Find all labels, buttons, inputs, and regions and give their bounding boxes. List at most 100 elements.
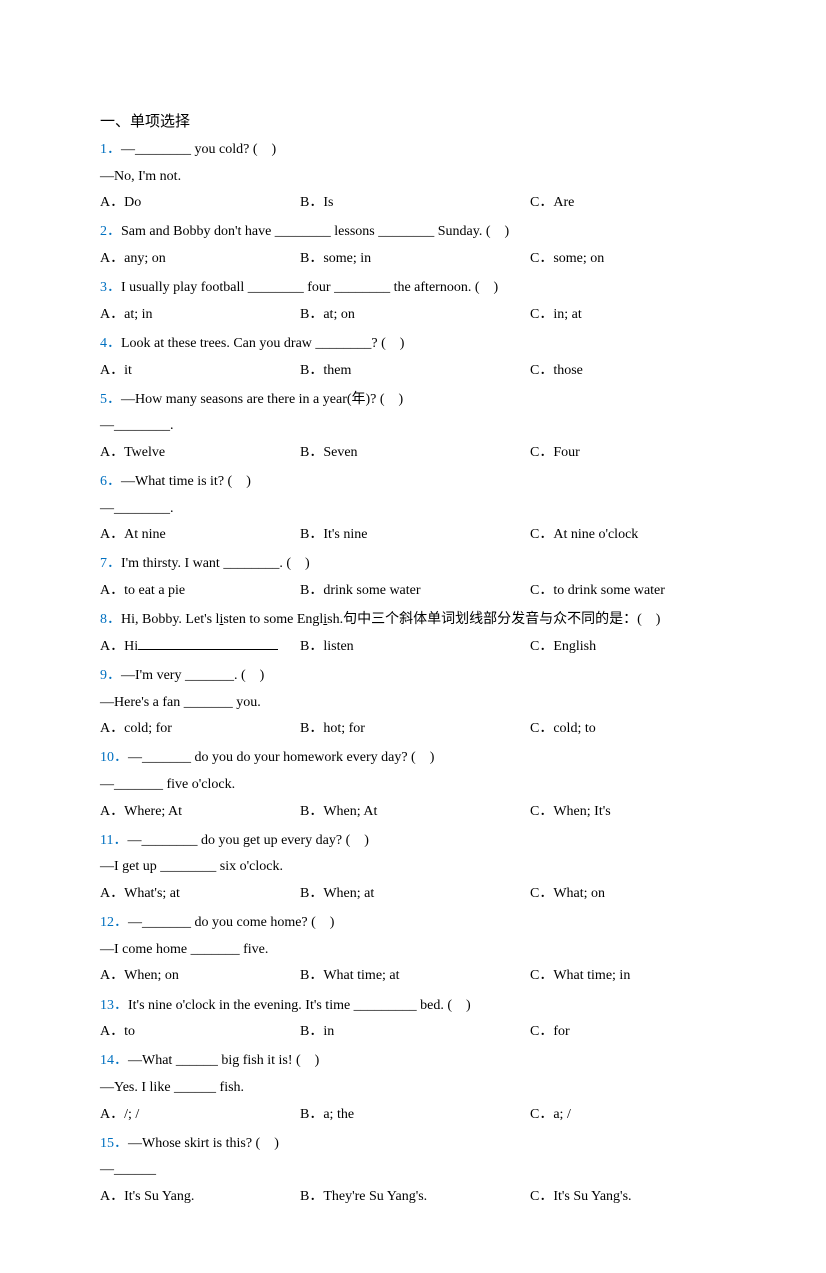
option-c: C．It's Su Yang's. — [530, 1184, 632, 1209]
question-followup: —Here's a fan _______ you. — [100, 690, 726, 717]
question-number: 5． — [100, 392, 121, 407]
question-text: —What time is it? ( ) — [121, 474, 251, 489]
option-b: B．It's nine — [300, 522, 530, 547]
question-followup: —I get up ________ six o'clock. — [100, 854, 726, 881]
question-text: —________ do you get up every day? ( ) — [127, 833, 368, 848]
option-a: A．Hi — [100, 634, 300, 659]
question-number: 8． — [100, 612, 121, 627]
question-line: 13．It's nine o'clock in the evening. It'… — [100, 993, 726, 1020]
option-a: A．to — [100, 1019, 300, 1044]
question-number: 2． — [100, 224, 121, 239]
option-c: C．At nine o'clock — [530, 522, 638, 547]
question-text: It's nine o'clock in the evening. It's t… — [128, 998, 471, 1013]
question-number: 7． — [100, 556, 121, 571]
option-b: B．hot; for — [300, 716, 530, 741]
question-text: —_______ do you come home? ( ) — [128, 915, 334, 930]
option-b: B．What time; at — [300, 963, 530, 988]
question-number: 3． — [100, 280, 121, 295]
option-a: A．it — [100, 358, 300, 383]
option-b: B．in — [300, 1019, 530, 1044]
question-line: 1．—________ you cold? ( ) — [100, 137, 726, 164]
option-a: A．/; / — [100, 1102, 300, 1127]
option-b: B．at; on — [300, 302, 530, 327]
options-row: A．It's Su Yang.B．They're Su Yang's.C．It'… — [100, 1184, 726, 1209]
question-number: 1． — [100, 142, 121, 157]
option-b: B．When; at — [300, 881, 530, 906]
option-c: C．those — [530, 358, 583, 383]
question: 9．—I'm very _______. ( )—Here's a fan __… — [100, 663, 726, 741]
question-followup: —No, I'm not. — [100, 164, 726, 191]
question-line: 15．—Whose skirt is this? ( ) — [100, 1131, 726, 1158]
question-text: —Whose skirt is this? ( ) — [128, 1136, 279, 1151]
question-number: 14． — [100, 1053, 128, 1068]
question-number: 11． — [100, 833, 127, 848]
question: 8．Hi, Bobby. Let's listen to some Englis… — [100, 607, 726, 659]
option-a: A．What's; at — [100, 881, 300, 906]
question-number: 10． — [100, 750, 128, 765]
option-a: A．At nine — [100, 522, 300, 547]
question-line: 9．—I'm very _______. ( ) — [100, 663, 726, 690]
options-row: A．HiB．listenC．English — [100, 634, 726, 659]
question: 15．—Whose skirt is this? ( )—______A．It'… — [100, 1131, 726, 1209]
question-line: 10．—_______ do you do your homework ever… — [100, 745, 726, 772]
question-number: 12． — [100, 915, 128, 930]
question: 4．Look at these trees. Can you draw ____… — [100, 331, 726, 383]
question: 6．—What time is it? ( )—________.A．At ni… — [100, 469, 726, 547]
option-b: B．some; in — [300, 246, 530, 271]
question-line: 6．—What time is it? ( ) — [100, 469, 726, 496]
question-line: 5．—How many seasons are there in a year(… — [100, 387, 726, 414]
option-a: A．When; on — [100, 963, 300, 988]
option-a: A．to eat a pie — [100, 578, 300, 603]
question-number: 9． — [100, 668, 121, 683]
question-line: 14．—What ______ big fish it is! ( ) — [100, 1048, 726, 1075]
option-c: C．English — [530, 634, 596, 659]
question: 5．—How many seasons are there in a year(… — [100, 387, 726, 465]
option-b: B．Is — [300, 190, 530, 215]
options-row: A．toB．inC．for — [100, 1019, 726, 1044]
option-c: C．Four — [530, 440, 580, 465]
question-line: 8．Hi, Bobby. Let's listen to some Englis… — [100, 607, 726, 634]
question-text: —I'm very _______. ( ) — [121, 668, 264, 683]
worksheet-page: 一、单项选择 1．—________ you cold? ( )—No, I'm… — [0, 0, 826, 1273]
question: 1．—________ you cold? ( )—No, I'm not.A．… — [100, 137, 726, 215]
option-c: C．What time; in — [530, 963, 630, 988]
option-b: B．They're Su Yang's. — [300, 1184, 530, 1209]
question-text: I'm thirsty. I want ________. ( ) — [121, 556, 310, 571]
options-row: A．at; inB．at; onC．in; at — [100, 302, 726, 327]
option-a: A．Where; At — [100, 799, 300, 824]
option-a: A．any; on — [100, 246, 300, 271]
question-followup: —________. — [100, 413, 726, 440]
questions-container: 1．—________ you cold? ( )—No, I'm not.A．… — [100, 137, 726, 1209]
question-text: —What ______ big fish it is! ( ) — [128, 1053, 319, 1068]
section-title: 一、单项选择 — [100, 110, 726, 131]
question-followup: —______ — [100, 1157, 726, 1184]
option-c: C．in; at — [530, 302, 582, 327]
option-c: C．a; / — [530, 1102, 571, 1127]
question-text: —_______ do you do your homework every d… — [128, 750, 434, 765]
option-a: A．Do — [100, 190, 300, 215]
options-row: A．What's; atB．When; atC．What; on — [100, 881, 726, 906]
question-text: I usually play football ________ four __… — [121, 280, 498, 295]
option-b: B．them — [300, 358, 530, 383]
question-followup: —________. — [100, 496, 726, 523]
question-text: Look at these trees. Can you draw ______… — [121, 336, 404, 351]
options-row: A．any; onB．some; inC．some; on — [100, 246, 726, 271]
question-followup: —I come home _______ five. — [100, 937, 726, 964]
question-text: Sam and Bobby don't have ________ lesson… — [121, 224, 509, 239]
question: 11．—________ do you get up every day? ( … — [100, 828, 726, 906]
question-text: —How many seasons are there in a year(年)… — [121, 392, 403, 407]
question: 2．Sam and Bobby don't have ________ less… — [100, 219, 726, 271]
option-b: B．Seven — [300, 440, 530, 465]
option-b: B．a; the — [300, 1102, 530, 1127]
options-row: A．to eat a pieB．drink some waterC．to dri… — [100, 578, 726, 603]
option-a: A．cold; for — [100, 716, 300, 741]
question-line: 7．I'm thirsty. I want ________. ( ) — [100, 551, 726, 578]
options-row: A．itB．themC．those — [100, 358, 726, 383]
question-line: 3．I usually play football ________ four … — [100, 275, 726, 302]
options-row: A．cold; forB．hot; forC．cold; to — [100, 716, 726, 741]
question-line: 4．Look at these trees. Can you draw ____… — [100, 331, 726, 358]
option-c: C．some; on — [530, 246, 604, 271]
option-b: B．drink some water — [300, 578, 530, 603]
question-number: 4． — [100, 336, 121, 351]
question-followup: —_______ five o'clock. — [100, 772, 726, 799]
